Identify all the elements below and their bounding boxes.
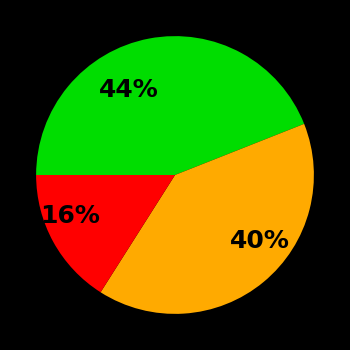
Text: 40%: 40% — [230, 229, 290, 253]
Wedge shape — [36, 36, 304, 175]
Text: 44%: 44% — [99, 78, 159, 103]
Wedge shape — [36, 175, 175, 292]
Wedge shape — [100, 124, 314, 314]
Text: 16%: 16% — [40, 204, 99, 229]
